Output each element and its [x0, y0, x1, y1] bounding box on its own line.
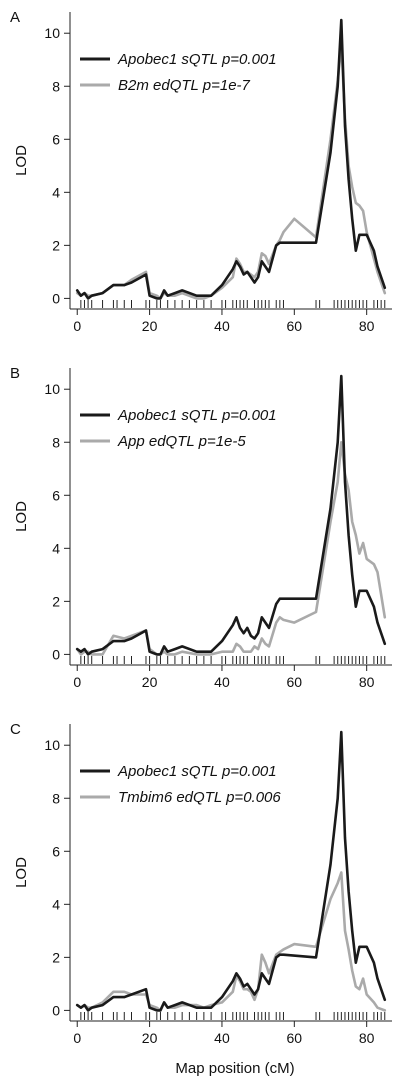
- y-tick-label: 6: [52, 843, 60, 859]
- legend-label-1: Apobec1 sQTL p=0.001: [117, 51, 277, 68]
- y-tick-label: 4: [52, 184, 60, 200]
- panel-label: B: [10, 365, 20, 382]
- y-tick-label: 8: [52, 78, 60, 94]
- y-tick-label: 10: [44, 25, 60, 41]
- x-tick-label: 80: [359, 1030, 375, 1046]
- x-axis-title: Map position (cM): [175, 1060, 294, 1077]
- y-tick-label: 8: [52, 434, 60, 450]
- y-tick-label: 4: [52, 896, 60, 912]
- y-tick-label: 4: [52, 540, 60, 556]
- x-tick-label: 40: [214, 318, 230, 334]
- series-line-2: [75, 871, 387, 1012]
- y-tick-label: 2: [52, 237, 60, 253]
- panel-label: C: [10, 721, 21, 738]
- x-tick-label: 60: [287, 318, 303, 334]
- x-tick-label: 60: [287, 1030, 303, 1046]
- y-tick-label: 6: [52, 131, 60, 147]
- series-line-1: [75, 730, 387, 1012]
- y-tick-label: 2: [52, 949, 60, 965]
- y-axis-title: LOD: [13, 145, 30, 176]
- series-line-2: [75, 440, 387, 656]
- y-tick-label: 0: [52, 290, 60, 306]
- series-line-1: [75, 18, 387, 300]
- chart-panel-c: C LOD 0 2 4 6 8 10 0 20 40 60 80 Apobec1 sQTL p=0.001…: [10, 721, 392, 1046]
- x-tick-label: 0: [73, 318, 81, 334]
- legend-label-1: Apobec1 sQTL p=0.001: [117, 763, 277, 780]
- y-tick-label: 0: [52, 646, 60, 662]
- y-tick-label: 10: [44, 737, 60, 753]
- x-tick-label: 20: [142, 674, 158, 690]
- x-tick-label: 40: [214, 674, 230, 690]
- y-axis-title: LOD: [13, 501, 30, 532]
- legend-label-2: Tmbim6 edQTL p=0.006: [118, 789, 281, 806]
- legend-label-2: B2m edQTL p=1e-7: [118, 77, 251, 94]
- x-tick-label: 20: [142, 318, 158, 334]
- x-tick-label: 0: [73, 1030, 81, 1046]
- series-line-1: [75, 374, 387, 656]
- y-axis-title: LOD: [13, 857, 30, 888]
- y-tick-label: 2: [52, 593, 60, 609]
- y-tick-label: 10: [44, 381, 60, 397]
- y-tick-label: 6: [52, 487, 60, 503]
- chart-panel-b: B LOD 0 2 4 6 8 10 0 20 40 60 80 Apobec1 sQTL p=0.001…: [10, 365, 392, 690]
- legend-label-1: Apobec1 sQTL p=0.001: [117, 407, 277, 424]
- x-tick-label: 0: [73, 674, 81, 690]
- x-tick-label: 20: [142, 1030, 158, 1046]
- x-tick-label: 80: [359, 674, 375, 690]
- y-tick-label: 0: [52, 1002, 60, 1018]
- panel-label: A: [10, 9, 20, 26]
- chart-panel-a: A LOD 0 2 4 6 8 10 0 20 40 60 80 Apobec1 sQTL p=0.001…: [10, 9, 392, 334]
- legend-label-2: App edQTL p=1e-5: [117, 433, 246, 450]
- x-tick-label: 40: [214, 1030, 230, 1046]
- y-tick-label: 8: [52, 790, 60, 806]
- x-tick-label: 80: [359, 318, 375, 334]
- x-tick-label: 60: [287, 674, 303, 690]
